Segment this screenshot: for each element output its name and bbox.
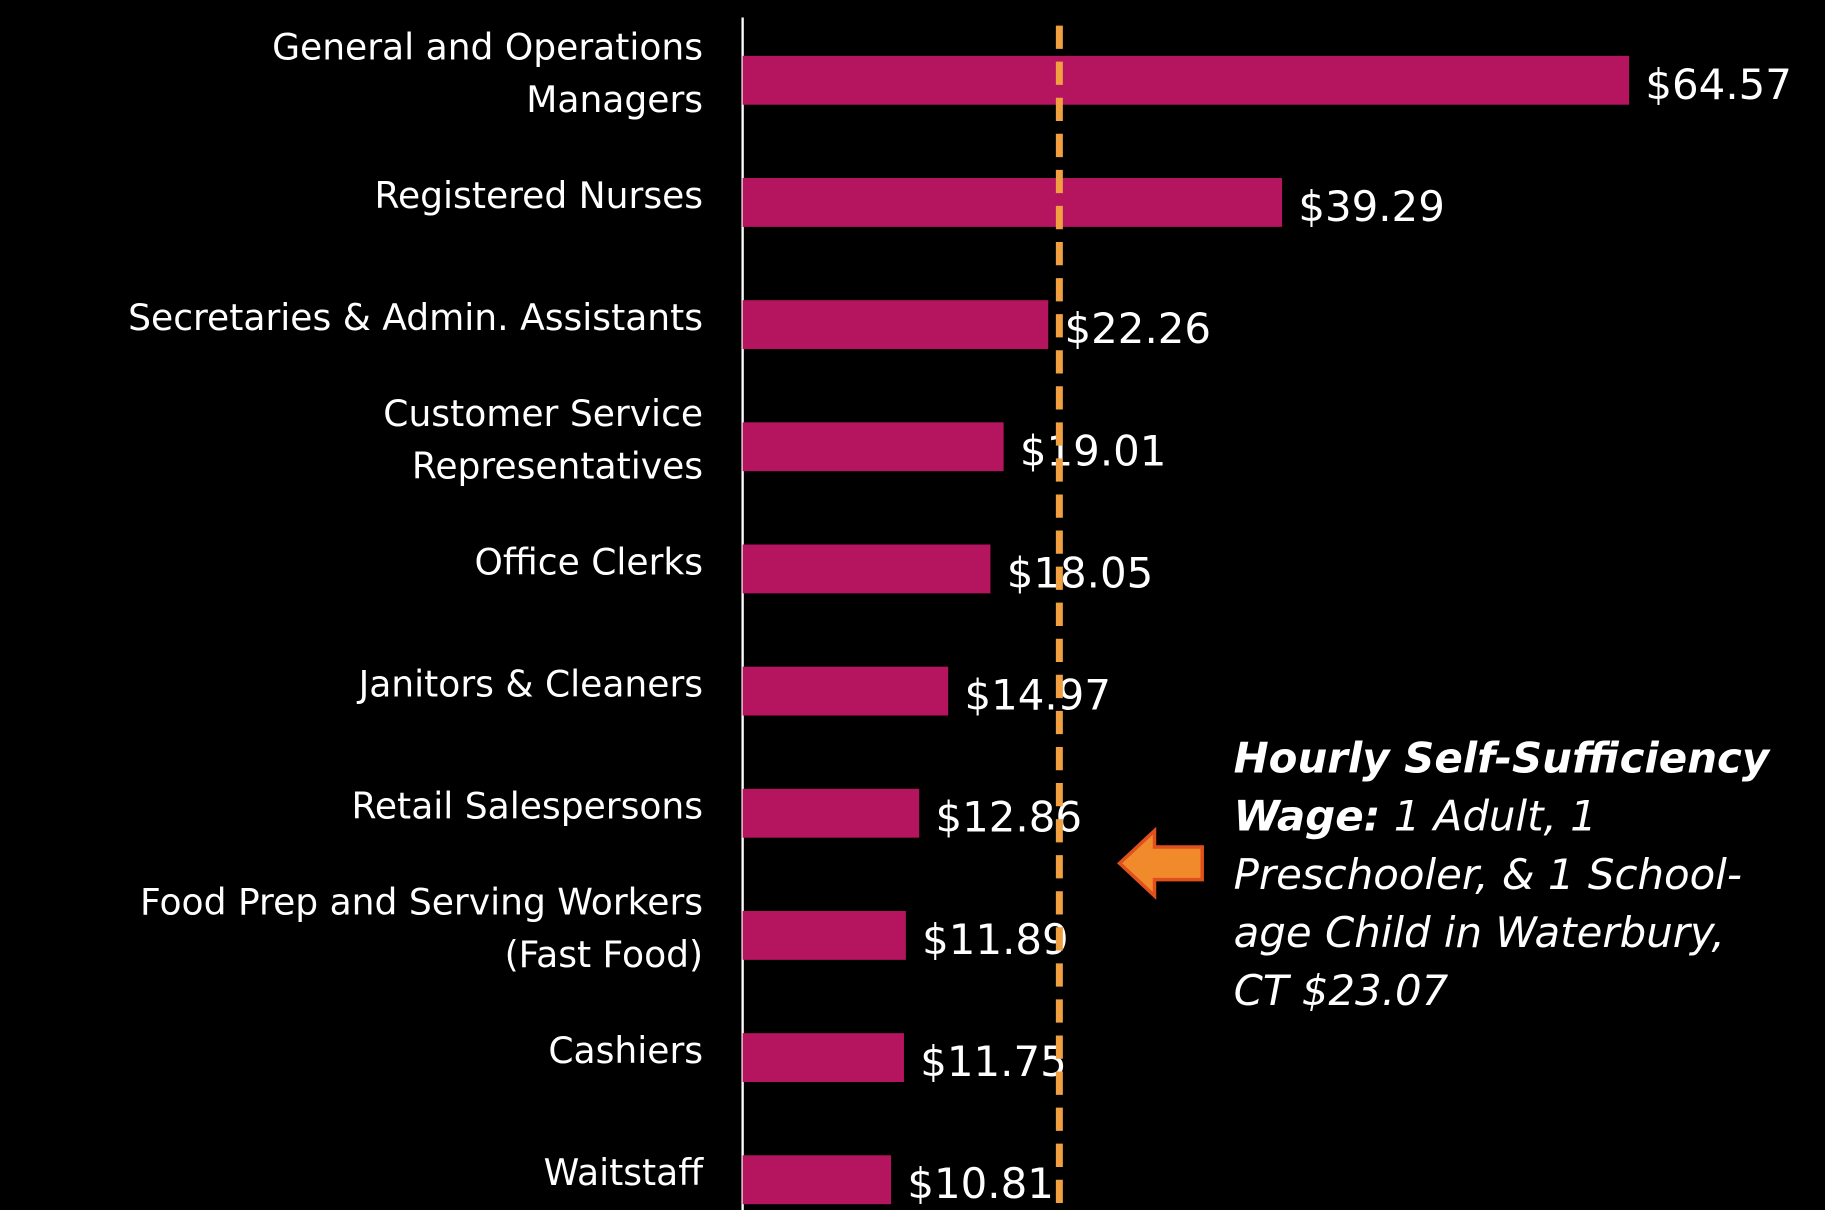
value-label: $11.75 (920, 1037, 1067, 1086)
bar (742, 178, 1283, 227)
value-label: $64.57 (1645, 60, 1792, 109)
category-line: Office Clerks (475, 541, 704, 583)
annotation: Hourly Self-Sufficiency Wage: 1 Adult, 1… (1234, 731, 1792, 1022)
annotation-bold: Hourly Self-Sufficiency Wage: (1233, 735, 1770, 842)
bar (742, 544, 991, 594)
category-line: Secretaries & Admin. Assistants (128, 297, 703, 339)
category-label: Food Prep and Serving Workers (Fast Food) (140, 882, 703, 976)
annotation-arrow (1117, 826, 1204, 900)
category-line: Cashiers (548, 1030, 703, 1072)
value-label: $39.29 (1298, 182, 1445, 231)
value-label: $22.26 (1065, 304, 1212, 353)
bar (742, 422, 1004, 472)
category-label: General and Operations Managers (272, 26, 703, 120)
category-label: Waitstaff (544, 1152, 705, 1194)
bar (742, 788, 920, 838)
category-line: Janitors & Cleaners (357, 663, 703, 705)
category-label: Secretaries & Admin. Assistants (128, 297, 703, 339)
category-line: Representatives (412, 445, 703, 487)
annotation-text: 1 Adult, 1 Preschooler, & 1 School-age C… (1233, 793, 1743, 1016)
category-line: Retail Salespersons (351, 786, 703, 828)
category-line: (Fast Food) (505, 934, 703, 976)
category-line: Food Prep and Serving Workers (140, 882, 703, 924)
value-label: $10.81 (907, 1159, 1054, 1208)
category-line: Managers (526, 79, 703, 121)
category-line: Waitstaff (544, 1152, 705, 1194)
bar (742, 55, 1630, 105)
category-label: Customer Service Representatives (383, 393, 703, 487)
bar (742, 1033, 904, 1083)
category-label: Cashiers (548, 1030, 703, 1072)
bar (742, 666, 949, 716)
category-label: Janitors & Cleaners (357, 663, 703, 705)
category-label: Registered Nurses (375, 175, 704, 217)
bar (742, 300, 1049, 350)
annotation-box: Hourly Self-Sufficiency Wage: 1 Adult, 1… (1234, 731, 1792, 1022)
value-label: $11.89 (922, 915, 1069, 964)
category-line: Registered Nurses (375, 175, 704, 217)
value-label: $18.05 (1007, 548, 1154, 597)
bar (742, 910, 906, 960)
bar (742, 1155, 892, 1205)
category-label: Office Clerks (475, 541, 704, 583)
value-label: $19.01 (1020, 426, 1167, 475)
value-label: $14.97 (964, 671, 1111, 720)
category-label: Retail Salespersons (351, 786, 703, 828)
category-line: Customer Service (383, 393, 703, 435)
category-line: General and Operations (272, 26, 703, 68)
